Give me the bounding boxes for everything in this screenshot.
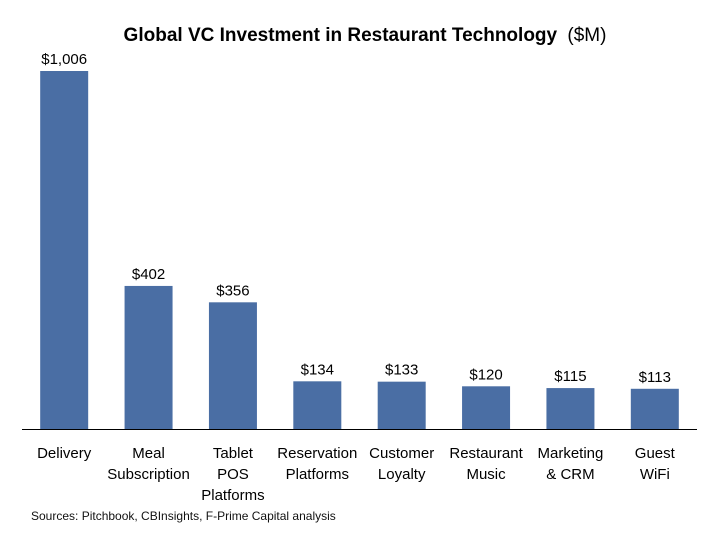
bar-5: [462, 386, 511, 429]
bar-0: [40, 71, 89, 429]
value-label-0: $1,006: [41, 51, 87, 68]
value-label-3: $134: [301, 361, 334, 378]
category-label-6: Marketing & CRM: [538, 445, 604, 483]
category-label-1: Meal Subscription: [107, 445, 190, 483]
chart-title-main: Global VC Investment in Restaurant Techn…: [124, 25, 558, 46]
category-label-4: Customer Loyalty: [369, 445, 434, 483]
source-note: Sources: Pitchbook, CBInsights, F-Prime …: [31, 509, 336, 523]
bar-1: [124, 285, 173, 429]
category-label-0: Delivery: [37, 445, 92, 462]
value-label-1: $402: [132, 266, 165, 283]
bars-group: [40, 71, 679, 429]
bar-7: [630, 388, 679, 429]
chart-title: Global VC Investment in Restaurant Techn…: [124, 25, 607, 46]
category-label-7: Guest WiFi: [635, 445, 676, 483]
bar-4: [377, 381, 426, 429]
category-labels-group: Delivery Meal Subscription Tablet POS Platfor…: [37, 445, 676, 504]
value-labels-group: $1,006 $402 $356 $134 $133 $120 $115 $113: [41, 51, 671, 386]
category-label-2: Tablet POS Platforms: [201, 445, 264, 504]
category-label-5: Restaurant Music: [449, 445, 523, 483]
value-label-4: $133: [385, 362, 418, 379]
category-label-3: Reservation Platforms: [277, 445, 357, 483]
bar-2: [208, 302, 257, 429]
bar-3: [293, 381, 342, 429]
value-label-7: $113: [639, 369, 671, 386]
value-label-2: $356: [216, 282, 249, 299]
chart-title-unit: ($M): [567, 25, 606, 46]
bar-6: [546, 388, 595, 429]
value-label-6: $115: [554, 368, 586, 385]
value-label-5: $120: [469, 366, 502, 383]
